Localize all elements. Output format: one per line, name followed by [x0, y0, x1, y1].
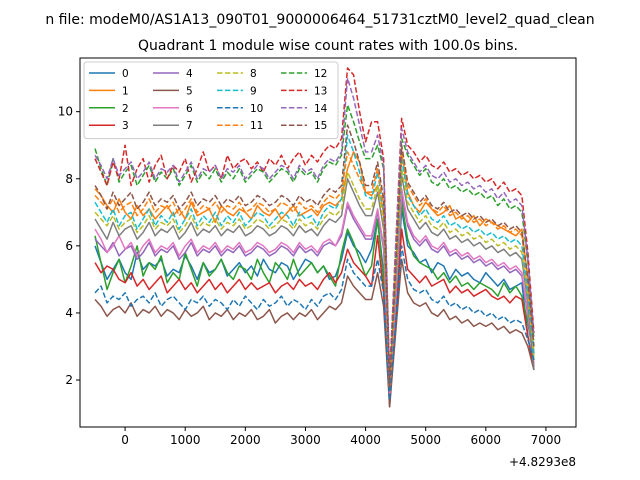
x-offset-label: +4.8293e8: [509, 455, 576, 469]
series-line-11: [94, 147, 535, 388]
series-line-7: [94, 174, 535, 391]
legend-label-1: 1: [122, 85, 129, 97]
legend-label-8: 8: [250, 68, 257, 80]
legend-label-4: 4: [186, 68, 193, 80]
y-tick-label: 8: [65, 172, 73, 186]
legend-label-3: 3: [122, 120, 129, 132]
x-tick-label: 7000: [531, 433, 562, 447]
series-line-15: [94, 124, 535, 388]
series-group: [94, 67, 535, 408]
x-tick-label: 5000: [410, 433, 441, 447]
y-tick-label: 10: [58, 105, 73, 119]
legend-label-15: 15: [314, 120, 327, 132]
x-axis: 0 1000 2000 3000 4000 5000 6000 7000: [121, 427, 561, 447]
series-line-5: [94, 258, 535, 408]
x-tick-label: 0: [121, 433, 129, 447]
series-line-6: [94, 188, 535, 398]
x-tick-label: 4000: [350, 433, 381, 447]
legend-label-13: 13: [314, 85, 327, 97]
axes-frame: [79, 57, 577, 428]
series-line-2: [94, 201, 535, 405]
x-tick-label: 6000: [471, 433, 502, 447]
y-tick-label: 2: [65, 373, 73, 387]
y-tick-label: 4: [65, 306, 73, 320]
series-line-13: [94, 67, 535, 378]
y-axis: 2 4 6 8 10: [58, 105, 80, 387]
series-line-9: [94, 134, 535, 388]
x-tick-label: 1000: [170, 433, 201, 447]
legend-label-9: 9: [250, 85, 257, 97]
series-line-14: [94, 77, 535, 381]
legend-label-10: 10: [250, 103, 263, 115]
legend-label-12: 12: [314, 68, 327, 80]
x-tick-label: 2000: [230, 433, 261, 447]
series-line-4: [94, 194, 535, 398]
legend-label-0: 0: [122, 68, 129, 80]
legend-label-5: 5: [186, 85, 193, 97]
series-line-10: [94, 245, 535, 401]
x-tick-label: 3000: [290, 433, 321, 447]
legend-label-2: 2: [122, 103, 129, 115]
series-line-12: [94, 104, 535, 381]
chart-title: Quadrant 1 module wise count rates with …: [138, 38, 518, 54]
series-line-3: [94, 228, 535, 405]
figure-suptitle: n file: modeM0/AS1A13_090T01_9000006464_…: [45, 12, 594, 28]
series-line-8: [94, 167, 535, 391]
y-tick-label: 6: [65, 239, 73, 253]
legend-label-14: 14: [314, 103, 328, 115]
legend-label-7: 7: [186, 120, 193, 132]
legend-label-11: 11: [250, 120, 263, 132]
legend-label-6: 6: [186, 103, 193, 115]
legend-box: [83, 61, 339, 140]
